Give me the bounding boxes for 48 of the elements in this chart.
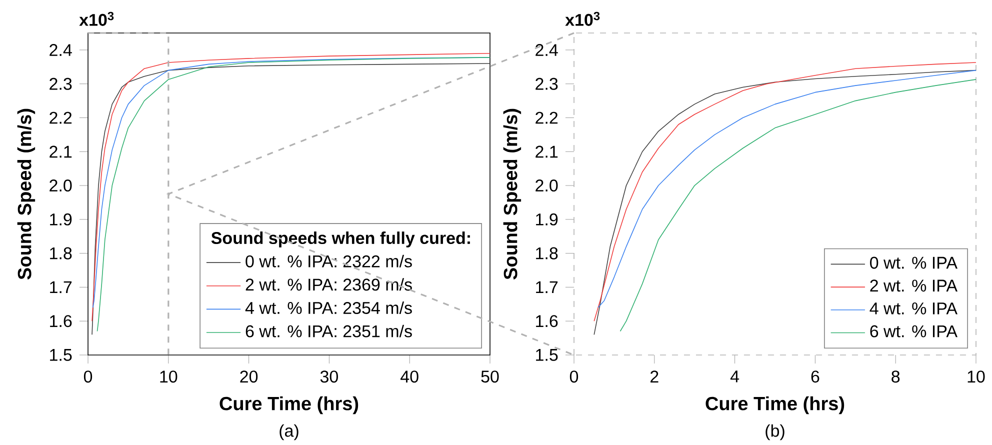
y-axis-title: Sound Speed (m/s)	[503, 108, 522, 280]
x-tick-label: 40	[400, 370, 418, 383]
y-tick-label: 1.6	[536, 315, 558, 328]
x-tick-label: 0	[570, 370, 578, 383]
y-tick-label: 1.8	[536, 247, 558, 260]
x-tick-label: 4	[730, 370, 740, 382]
x-tick-label: 8	[892, 370, 900, 383]
text: x10$^{3}$	[79, 12, 114, 26]
y-tick-label: 2.2	[536, 112, 558, 124]
y-tick-label: 2.3	[536, 78, 558, 90]
y-tick-label: 2.1	[50, 146, 72, 158]
x-tick-label: 50	[481, 370, 499, 383]
y-tick-label: 1.7	[536, 281, 558, 294]
x-tick-label: 20	[240, 370, 258, 383]
legend-label: 4 wt. % IPA	[870, 302, 958, 314]
y-tick-label: 1.7	[50, 281, 72, 294]
x-axis-title: Cure Time (hrs)	[220, 396, 358, 414]
y-tick-label: 2.0	[50, 180, 72, 192]
text: (b)	[766, 424, 784, 440]
y-tick-label: 1.9	[50, 213, 72, 226]
x-tick-label: 2	[650, 370, 658, 382]
y-tick-label: 2.0	[536, 180, 558, 192]
y-tick-label: 2.2	[50, 112, 72, 124]
legend-label: 0 wt. % IPA: 2322 m/s	[246, 254, 412, 268]
y-tick-label: 1.5	[50, 349, 72, 361]
y-tick-label: 2.4	[536, 44, 558, 56]
y-tick-label: 2.4	[50, 44, 72, 56]
legend-label: 6 wt. % IPA: 2351 m/s	[246, 324, 412, 338]
x-tick-label: 10	[968, 370, 985, 383]
y-tick-label: 2.3	[50, 78, 72, 90]
y-tick-label: 1.6	[50, 315, 72, 328]
y-axis-title: Sound Speed (m/s)	[17, 108, 36, 280]
legend-label: 6 wt. % IPA	[870, 325, 958, 338]
text: x10$^{3}$	[565, 12, 600, 26]
x-tick-label: 6	[811, 370, 820, 383]
y-tick-label: 2.1	[536, 146, 558, 158]
y-tick-label: 1.9	[536, 213, 558, 226]
legend-title: Sound speeds when fully cured:	[211, 232, 470, 248]
legend-label: 2 wt. % IPA	[870, 280, 958, 292]
x-tick-label: 10	[160, 370, 178, 383]
legend-label: 4 wt. % IPA: 2354 m/s	[245, 302, 412, 314]
text: (a)	[280, 424, 298, 440]
x-tick-label: 30	[320, 370, 338, 383]
x-axis-title: Cure Time (hrs)	[706, 396, 844, 414]
x-tick-label: 0	[84, 370, 92, 383]
legend-label: 0 wt. % IPA	[870, 256, 958, 269]
y-tick-label: 1.5	[536, 349, 558, 361]
y-tick-label: 1.8	[50, 247, 72, 260]
